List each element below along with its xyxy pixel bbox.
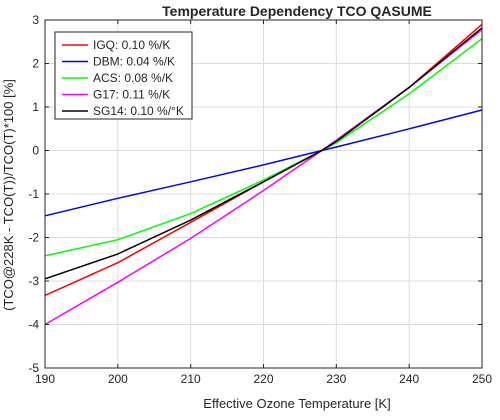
x-tick-label: 220 bbox=[253, 372, 273, 386]
y-axis-label: (TCO@228K - TCO(T))/TCO(T)*100 [%] bbox=[1, 79, 16, 311]
legend-box bbox=[54, 31, 193, 120]
y-tick-label: -1 bbox=[28, 187, 39, 201]
y-tick-label: -4 bbox=[28, 318, 39, 332]
x-tick-label: 200 bbox=[108, 372, 128, 386]
legend-label: ACS: 0.08 %/K bbox=[93, 71, 173, 85]
series-line bbox=[44, 27, 483, 280]
legend-label: SG14: 0.10 %/°K bbox=[93, 104, 184, 118]
legend-label: IGQ: 0.10 %/K bbox=[93, 38, 170, 52]
y-tick-label: -2 bbox=[28, 231, 39, 245]
chart-title: Temperature Dependency TCO QASUME bbox=[162, 3, 432, 19]
y-tick-label: -5 bbox=[28, 361, 39, 375]
y-tick-label: 1 bbox=[32, 100, 39, 114]
y-tick-label: 0 bbox=[32, 144, 39, 158]
x-tick-label: 210 bbox=[181, 372, 201, 386]
x-tick-label: 240 bbox=[399, 372, 419, 386]
series-lines bbox=[44, 23, 483, 326]
x-tick-label: 190 bbox=[35, 372, 55, 386]
y-tick-label: 2 bbox=[32, 57, 39, 71]
legend-label: G17: 0.11 %/K bbox=[93, 88, 170, 102]
x-tick-label: 230 bbox=[326, 372, 346, 386]
y-tick-label: 3 bbox=[32, 13, 39, 27]
x-axis-label: Effective Ozone Temperature [K] bbox=[203, 396, 390, 411]
axis-ticks: 190 200 210 220 230 240 250 -5 -4 -3 -2 -1 0 1 2 3 bbox=[28, 13, 492, 386]
series-line bbox=[44, 109, 483, 217]
y-tick-label: -3 bbox=[28, 274, 39, 288]
x-tick-label: 250 bbox=[472, 372, 492, 386]
legend-label: DBM: 0.04 %/K bbox=[93, 55, 175, 69]
legend: IGQ: 0.10 %/K DBM: 0.04 %/K ACS: 0.08 %/K G… bbox=[54, 31, 193, 120]
